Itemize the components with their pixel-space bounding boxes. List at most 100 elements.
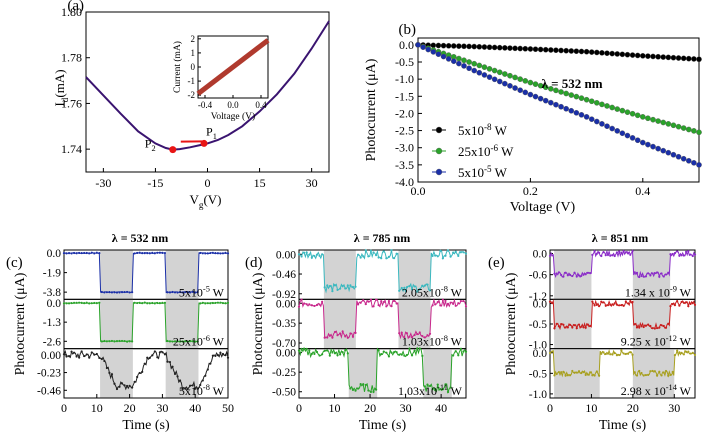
panel-e-trace — [549, 348, 696, 378]
panel-b-point-0 — [680, 55, 687, 62]
panel-d-ytick-label: -0.25 — [272, 367, 296, 379]
panel-d-frame — [298, 348, 467, 399]
panel-b-point-1 — [481, 64, 488, 70]
panel-c-ytick-label: 0.00 — [41, 350, 61, 362]
panel-b-point-2 — [665, 149, 672, 156]
panel-b-point-1 — [512, 74, 518, 81]
panel-b-point-0 — [691, 56, 697, 62]
panel-e-ytick-label: -1.0 — [529, 389, 547, 401]
panel-c-shade — [100, 348, 133, 398]
legend-entry: 5x10-5 W — [458, 164, 508, 180]
panel-b-point-0 — [640, 53, 646, 59]
panel-b-point-0 — [619, 51, 626, 58]
panel-c-trace — [63, 302, 229, 343]
panel-a-curve — [85, 20, 330, 151]
panel-b-point-0 — [476, 43, 483, 50]
panel-b-label: (b) — [399, 22, 417, 38]
panel-b-point-1 — [675, 123, 682, 130]
panel-b-point-0 — [578, 48, 585, 55]
panel-b-point-0 — [599, 50, 605, 56]
panel-d-ytick-label: 0.00 — [276, 249, 296, 261]
panel-b-point-0 — [507, 45, 513, 51]
panel-b-point-1 — [527, 79, 534, 86]
panel-b-xtick-label: 0.4 — [635, 184, 650, 198]
panel-c-xtick-label: 40 — [189, 401, 201, 415]
panel-b-point-0 — [594, 49, 600, 56]
panel-d-ytick-label: -0.92 — [272, 289, 296, 301]
panel-b-point-2 — [655, 145, 661, 152]
panel-b-point-0 — [440, 42, 447, 49]
panel-d-power-label: 1.03x10-11 W — [398, 383, 463, 398]
panel-d-power-label: 2.05x10-8 W — [402, 285, 463, 300]
panel-a-xlabel: Vg(V) — [190, 192, 222, 210]
panel-b-point-0 — [650, 53, 656, 60]
panel-b-point-1 — [588, 98, 595, 105]
legend-marker — [435, 168, 443, 176]
panel-b-ylabel: Photocurrent (μA) — [364, 58, 379, 161]
panel-b-point-2 — [568, 107, 575, 114]
inset-xtick-label: 0.4 — [255, 100, 267, 110]
panel-e-trace — [549, 249, 696, 279]
panel-b-point-2 — [563, 105, 569, 112]
panel-c-trace — [63, 349, 229, 391]
panel-b-point-1 — [563, 90, 569, 97]
panel-e-ytick-label: -1.0 — [529, 340, 547, 352]
panel-b-point-1 — [476, 62, 483, 69]
panel-b-point-1 — [558, 89, 564, 95]
panel-b-point-2 — [461, 63, 467, 69]
panel-b-point-1 — [685, 126, 692, 133]
inset-ytick-label: 1 — [191, 48, 196, 58]
panel-b-point-2 — [425, 46, 432, 53]
panel-b-point-0 — [558, 47, 564, 54]
panel-b-point-2 — [502, 80, 508, 87]
panel-b-point-2 — [517, 87, 523, 94]
panel-b-point-0 — [629, 52, 636, 58]
panel-b-point-0 — [655, 53, 661, 60]
panel-c-xtick-label: 20 — [124, 401, 136, 415]
panel-c-ylabel: Photocurrent (μA) — [13, 272, 28, 375]
panel-b-point-2 — [430, 49, 437, 55]
panel-b-point-1 — [680, 125, 687, 131]
panel-b-ytick-label: -2.5 — [395, 124, 414, 138]
panel-b-point-2 — [558, 103, 564, 110]
panel-b-point-0 — [548, 47, 554, 53]
panel-b-point-0 — [675, 55, 682, 61]
panel-b-ytick-label: -3.0 — [395, 141, 414, 155]
panel-a-ytick-label: 1.74 — [61, 142, 82, 156]
panel-b-point-2 — [542, 97, 549, 104]
panel-b-point-1 — [619, 107, 626, 114]
panel-c-ytick-label: -0.23 — [37, 368, 61, 380]
panel-c-title: λ = 532 nm — [112, 231, 168, 245]
panel-b-ytick-label: -1.5 — [395, 89, 414, 103]
panel-b-point-0 — [491, 44, 498, 51]
inset-ytick-label: -1 — [188, 76, 196, 86]
inset-line — [196, 38, 270, 96]
panel-b-point-1 — [696, 129, 702, 136]
panel-b-point-1 — [691, 128, 697, 134]
panel-b-point-2 — [486, 74, 493, 80]
panel-b-point-0 — [522, 45, 529, 52]
panel-c-ytick-label: 0.0 — [47, 298, 62, 310]
panel-e-ytick-label: -0.6 — [529, 270, 547, 282]
panel-b-point-2 — [583, 114, 590, 120]
panel-e-shade — [554, 299, 592, 349]
panel-e-ytick-label: 0.0 — [533, 298, 548, 310]
panel-d-ytick-label: -0.46 — [272, 269, 296, 281]
panel-d-power-label: 1.03x10-8 W — [402, 334, 463, 349]
panel-a-xtick-label: 15 — [254, 176, 266, 190]
inset-xlabel: Voltage (V) — [211, 111, 255, 122]
panel-d-ytick-label: -0.70 — [272, 338, 296, 350]
panel-b-point-0 — [583, 48, 590, 55]
panel-e-xlabel: Time (s) — [599, 418, 647, 433]
panel-b-point-2 — [491, 76, 498, 83]
panel-c-ytick-label: -3.8 — [43, 287, 61, 299]
panel-b-point-0 — [527, 46, 534, 52]
inset-xtick-label: -0.4 — [198, 100, 213, 110]
panel-b-point-0 — [496, 44, 503, 51]
panel-a-ytick-label: 1.76 — [61, 96, 82, 110]
panel-b-point-0 — [537, 46, 544, 53]
panel-b-point-2 — [573, 110, 580, 116]
panel-c-trace — [63, 252, 229, 294]
panel-d-ytick-label: 0.00 — [276, 298, 296, 310]
panel-a-point — [200, 139, 208, 147]
